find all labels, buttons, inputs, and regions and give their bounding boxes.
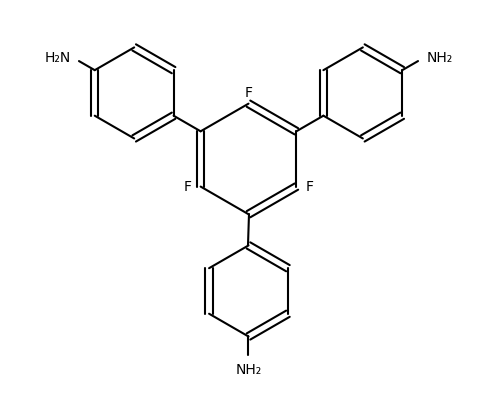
Text: NH₂: NH₂ — [426, 51, 453, 65]
Text: NH₂: NH₂ — [236, 363, 261, 377]
Text: F: F — [245, 86, 252, 100]
Text: F: F — [183, 180, 192, 194]
Text: H₂N: H₂N — [44, 51, 71, 65]
Text: F: F — [305, 180, 314, 194]
